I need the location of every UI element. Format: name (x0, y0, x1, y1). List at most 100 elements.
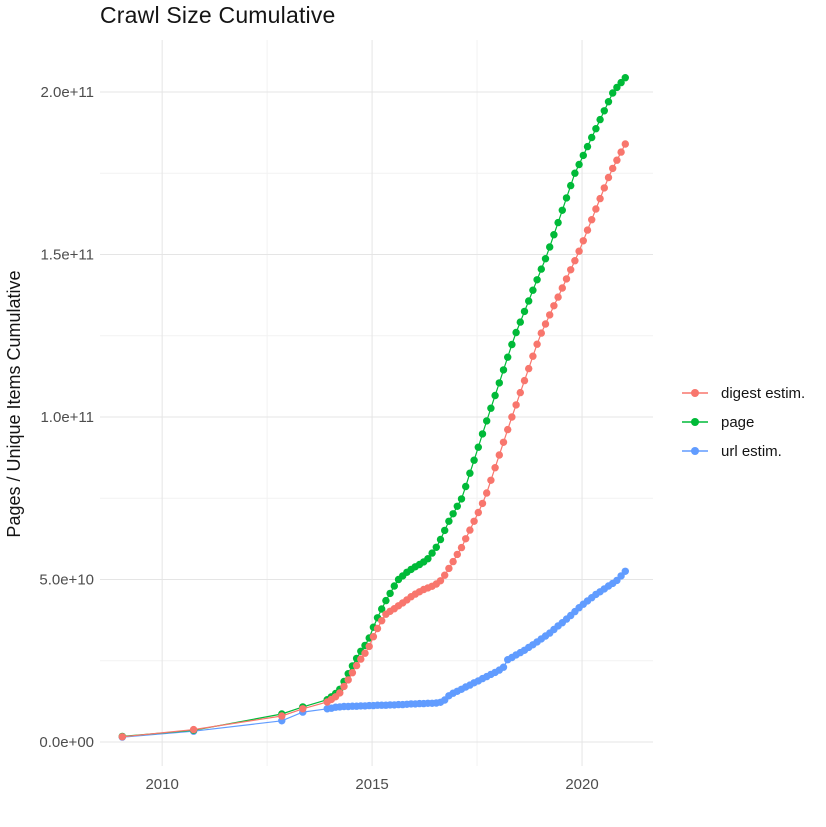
data-point (554, 293, 562, 301)
legend-label: url estim. (721, 442, 782, 460)
data-point (382, 596, 390, 605)
data-point (453, 550, 461, 559)
data-point (558, 206, 566, 214)
data-point (588, 216, 596, 224)
data-point (378, 605, 386, 613)
data-point (118, 733, 127, 741)
data-point (604, 173, 613, 182)
series-line (122, 143, 626, 738)
data-point (617, 148, 625, 156)
data-point (378, 617, 386, 625)
data-point (189, 725, 198, 734)
data-point (386, 589, 394, 598)
data-point (546, 311, 554, 319)
data-point (390, 582, 398, 590)
data-point (583, 226, 592, 234)
y-tick-label: 2.0e+11 (40, 84, 94, 101)
data-point (441, 526, 449, 535)
data-point (529, 286, 537, 294)
data-point (508, 340, 516, 349)
legend-label: page (721, 413, 755, 431)
legend-label: digest estim. (721, 384, 806, 402)
data-point (449, 557, 457, 566)
x-tick-label: 2010 (145, 776, 178, 793)
gridlines (100, 40, 653, 766)
data-point (478, 499, 487, 508)
data-point (621, 567, 629, 575)
y-tick-label: 1.0e+11 (40, 409, 94, 426)
data-point (537, 329, 545, 337)
data-point (588, 133, 596, 142)
data-point (600, 107, 608, 115)
data-point (554, 218, 562, 227)
data-point (512, 328, 520, 337)
data-point (352, 661, 361, 670)
data-point (466, 526, 474, 534)
data-point (583, 142, 592, 151)
data-point (621, 140, 629, 148)
data-point (365, 642, 373, 651)
series-url-estim (118, 567, 629, 741)
data-point (533, 340, 541, 348)
data-point (562, 275, 571, 283)
data-point (487, 404, 495, 412)
data-point (344, 676, 352, 684)
data-point (487, 476, 495, 484)
legend-key-icon (682, 389, 708, 397)
data-point (529, 352, 537, 360)
data-point (483, 417, 491, 425)
data-point (541, 255, 550, 263)
data-point (462, 535, 470, 543)
data-point (348, 669, 357, 677)
x-tick-label: 2015 (355, 776, 388, 793)
data-point (491, 391, 499, 400)
y-tick-label: 1.5e+11 (40, 246, 94, 263)
data-point (579, 151, 587, 160)
data-point (340, 682, 348, 691)
data-point (550, 302, 558, 310)
data-point (457, 495, 466, 503)
data-point (474, 443, 482, 451)
y-axis-title: Pages / Unique Items Cumulative (4, 270, 24, 537)
data-point (470, 517, 478, 525)
data-point (567, 266, 575, 274)
data-point (617, 78, 625, 87)
data-point (596, 115, 604, 124)
data-point (504, 353, 512, 361)
data-point (562, 194, 571, 202)
y-tick-label: 5.0e+10 (39, 571, 94, 588)
legend: digest estim. page url estim. (682, 379, 805, 465)
legend-item-page: page (682, 408, 805, 436)
data-point (613, 83, 621, 92)
data-point (504, 425, 512, 434)
data-point (499, 366, 508, 374)
chart-title: Crawl Size Cumulative (100, 2, 336, 28)
data-point (436, 535, 445, 544)
x-tick-label: 2020 (565, 776, 598, 793)
data-point (483, 489, 491, 497)
series-digest-estim (118, 140, 629, 741)
data-point (575, 247, 583, 255)
data-point (546, 243, 554, 251)
data-point (499, 663, 508, 671)
data-point (373, 624, 382, 633)
data-point (604, 98, 613, 106)
series-page (118, 74, 629, 741)
axis-tick-labels: 0.0e+00 5.0e+10 1.0e+11 1.5e+11 2.0e+11 2010 2… (39, 84, 598, 793)
data-point (525, 364, 533, 373)
data-point (499, 438, 508, 446)
data-point (491, 464, 499, 472)
data-point (571, 257, 579, 265)
data-point (299, 705, 307, 713)
data-point (457, 543, 466, 552)
data-point (495, 379, 503, 387)
legend-item-digest-estim: digest estim. (682, 379, 805, 407)
data-point (441, 571, 449, 579)
data-point (537, 265, 545, 273)
data-point (449, 510, 457, 518)
data-point (596, 194, 604, 203)
legend-key-icon (682, 418, 708, 426)
data-point (474, 508, 482, 517)
